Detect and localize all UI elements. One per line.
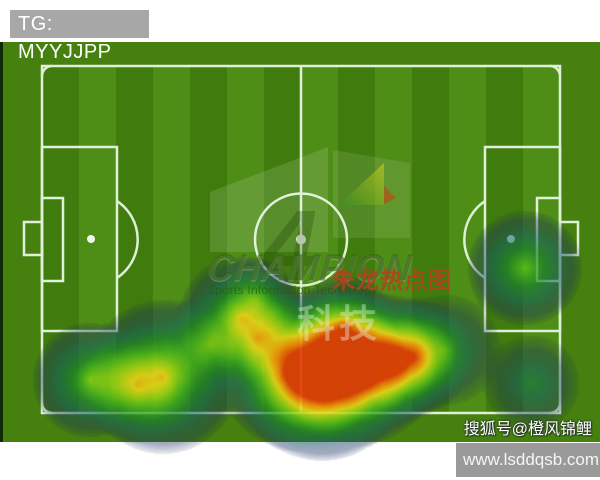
- red-chinese-watermark: 朱龙热点图: [332, 267, 452, 293]
- gray-chinese-watermark: 科技: [297, 304, 382, 346]
- tg-handle-badge: TG: MYYJJPP: [10, 10, 149, 63]
- brand-subtitle-watermark: Sports Information Technology: [207, 283, 378, 297]
- website-badge: www.lsddqsb.com: [456, 443, 600, 477]
- sohu-account-credit: 搜狐号@橙风锦鲤: [463, 421, 592, 438]
